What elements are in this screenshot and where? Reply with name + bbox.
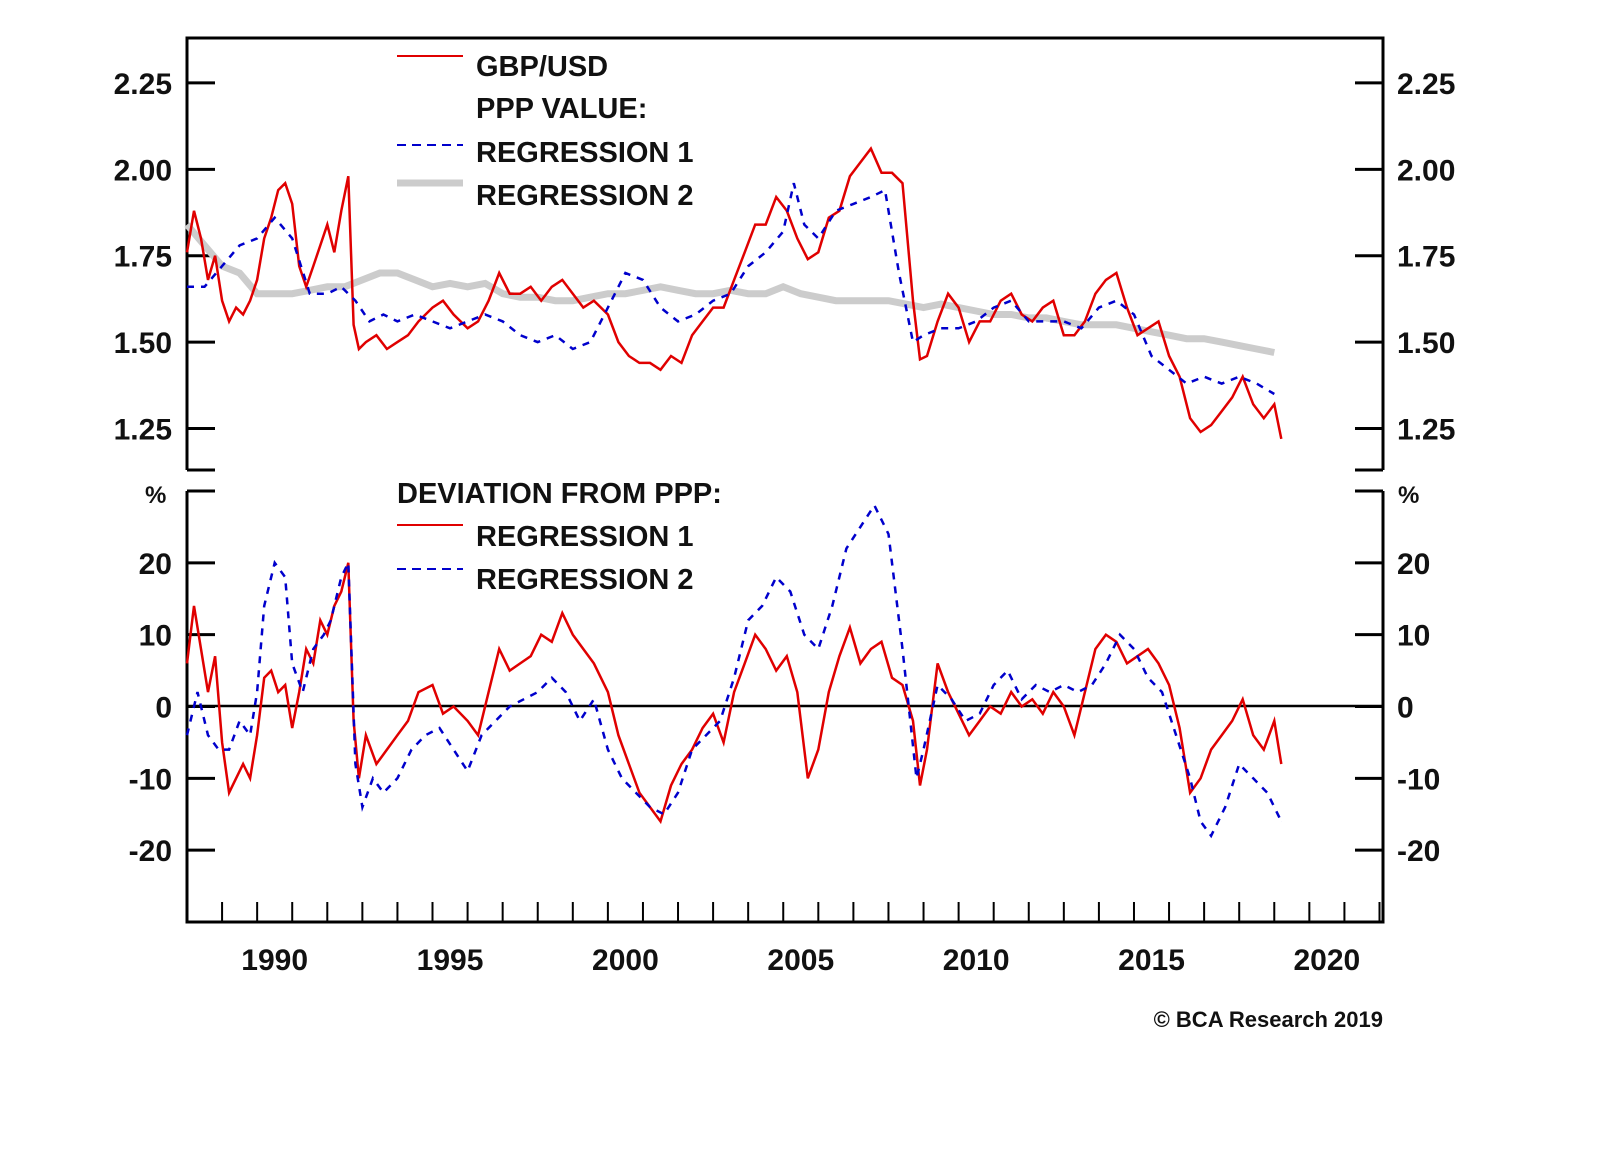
legend-label-deviation-regression-1: REGRESSION 1 [476,521,694,553]
top-y-axis: 2.25 2.25 2.00 2.00 1.75 1.75 1.50 1.50 1.25 1.25 [114,68,1456,447]
bottom-panel: % % 2020101000-10-10-20-20 1990199520002… [129,478,1441,977]
top-ytick-label-right: 1.25 [1397,414,1455,447]
top-ytick-label-right: 2.25 [1397,68,1455,101]
bottom-y-axis: 20 20 10 10 0 0 -10 -10 -20 -20 [129,548,1441,868]
x-tick-label: 2010 [943,944,1010,977]
bottom-ytick-label-left: -10 [129,763,172,796]
top-legend: GBP/USD PPP VALUE: REGRESSION 1 REGRESSI… [397,51,694,212]
bottom-legend: DEVIATION FROM PPP: REGRESSION 1 REGRESS… [397,478,722,596]
legend-label-regression-1: REGRESSION 1 [476,137,694,169]
bottom-ytick-label-left: -20 [129,835,172,868]
legend-label-regression-2: REGRESSION 2 [476,180,694,212]
x-tick-label: 2020 [1294,944,1361,977]
bottom-ytick-label-left: 0 [155,692,172,725]
top-ytick-label-left: 1.75 [114,241,172,274]
bottom-ytick-label-right: 10 [1397,620,1430,653]
bottom-ytick-label-right: 20 [1397,548,1430,581]
top-panel: 2.25 2.25 2.00 2.00 1.75 1.75 1.50 1.50 1.25 1.25… [114,38,1456,470]
top-ytick-label-right: 2.00 [1397,154,1455,187]
legend-label-deviation-from-ppp: DEVIATION FROM PPP: [397,478,722,510]
bottom-ytick-label-left: 20 [139,548,172,581]
legend-label-deviation-regression-2: REGRESSION 2 [476,564,694,596]
bottom-series-group [187,505,1282,836]
top-ytick-label-right: 1.75 [1397,241,1455,274]
top-ytick-label-left: 1.25 [114,414,172,447]
bottom-ytick-label-right: 0 [1397,692,1414,725]
top-ytick-label-left: 2.00 [114,154,172,187]
copyright-notice: © BCA Research 2019 [1154,1007,1383,1032]
top-ytick-label-right: 1.50 [1397,327,1455,360]
top-panel-frame [187,38,1383,470]
legend-label-ppp-value: PPP VALUE: [476,93,647,125]
bottom-series-deviation-from-ppp-regression-1 [187,563,1282,822]
x-tick-label: 1995 [417,944,484,977]
x-axis: 1990 1995 2000 2005 2010 2015 2020 [222,902,1379,977]
x-tick-label: 1990 [241,944,308,977]
bottom-ytick-label-right: -10 [1397,763,1440,796]
legend-label-gbpusd: GBP/USD [476,51,608,83]
x-tick-label: 2000 [592,944,659,977]
top-ytick-label-left: 1.50 [114,327,172,360]
top-series-group [187,149,1282,440]
chart-canvas: 2.25 2.25 2.00 2.00 1.75 1.75 1.50 1.50 1.25 1.25… [0,0,1600,1152]
bottom-ytick-label-right: -20 [1397,835,1440,868]
x-tick-label: 2015 [1118,944,1185,977]
bottom-ytick-label-left: 10 [139,620,172,653]
x-tick-label: 2005 [767,944,834,977]
bottom-y-unit-left: % [145,482,166,509]
bottom-y-unit-right: % [1398,482,1419,509]
top-ytick-label-left: 2.25 [114,68,172,101]
